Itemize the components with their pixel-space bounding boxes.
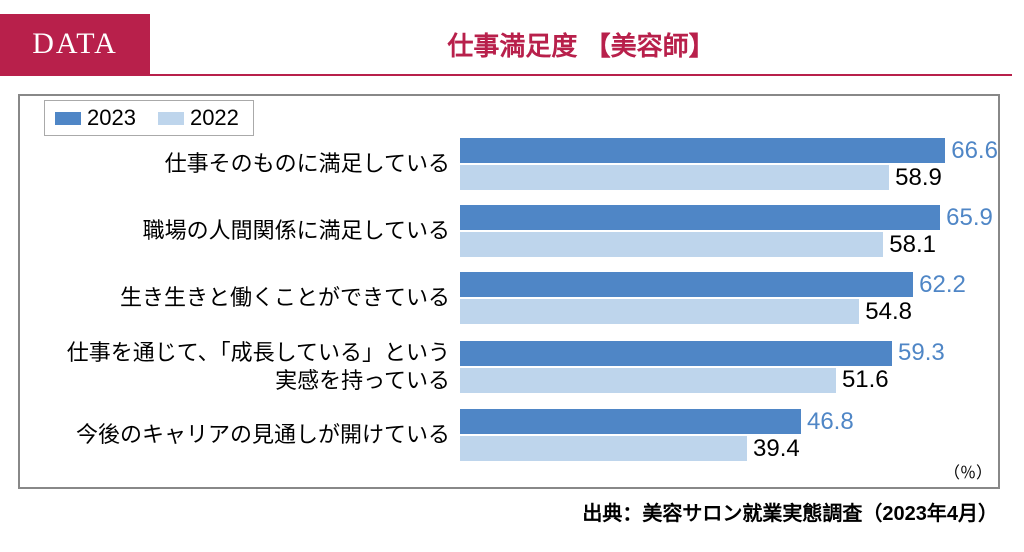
bar-value: 54.8 <box>865 298 912 326</box>
legend-swatch <box>55 112 81 125</box>
bar-track: 59.3 <box>460 341 998 366</box>
bar <box>460 341 892 366</box>
chart-row: 今後のキャリアの見通しが開けている46.839.4 <box>20 409 998 461</box>
bar <box>460 138 945 163</box>
bar-value: 66.6 <box>951 137 998 165</box>
category-label: 生き生きと働くことができている <box>20 284 460 312</box>
chart-row: 生き生きと働くことができている62.254.8 <box>20 272 998 324</box>
header: DATA 仕事満足度 【美容師】 <box>0 14 1012 76</box>
bar-track: 58.1 <box>460 232 998 257</box>
bars-group: 46.839.4 <box>460 409 998 461</box>
bar-value: 46.8 <box>807 408 854 436</box>
bar <box>460 272 913 297</box>
bar-track: 58.9 <box>460 165 998 190</box>
bar-value: 65.9 <box>946 204 993 232</box>
chart-row: 仕事を通じて、「成長している」という実感を持っている 59.3 51.6 <box>20 339 998 394</box>
bar-track: 46.8 <box>460 409 998 434</box>
bar <box>460 409 801 434</box>
bar-value: 58.9 <box>895 164 942 192</box>
category-label: 今後のキャリアの見通しが開けている <box>20 421 460 449</box>
category-label: 仕事を通じて、「成長している」という実感を持っている <box>20 339 460 394</box>
chart-row: 職場の人間関係に満足している 65.9 58.1 <box>20 205 998 257</box>
bar-track: 39.4 <box>460 436 998 461</box>
bar-track: 54.8 <box>460 299 998 324</box>
legend: 2023 2022 <box>44 100 254 136</box>
bar-track: 66.6 <box>460 138 998 163</box>
category-label: 職場の人間関係に満足している <box>20 217 460 245</box>
chart-frame: 2023 2022 仕事そのものに満足している 66.6 58.9 職場の人間関係に満足… <box>18 94 1000 489</box>
bar-value: 51.6 <box>842 366 889 394</box>
bar <box>460 299 859 324</box>
bar-track: 51.6 <box>460 368 998 393</box>
source-text: 出典：美容サロン就業実態調査（2023年4月） <box>0 489 1024 526</box>
chart-row: 仕事そのものに満足している 66.6 58.9 <box>20 138 998 190</box>
legend-label: 2022 <box>190 105 239 131</box>
bars-group: 59.3 51.6 <box>460 341 998 393</box>
unit-label: （％） <box>944 459 992 483</box>
legend-swatch <box>158 112 184 125</box>
bar-track: 65.9 <box>460 205 998 230</box>
legend-label: 2023 <box>87 105 136 131</box>
bar <box>460 436 747 461</box>
data-badge: DATA <box>0 14 150 74</box>
bar <box>460 368 836 393</box>
legend-item: 2022 <box>158 105 239 131</box>
bars-group: 66.6 58.9 <box>460 138 998 190</box>
bar <box>460 165 889 190</box>
chart-title: 仕事満足度 【美容師】 <box>150 14 1012 74</box>
bar-value: 59.3 <box>898 339 945 367</box>
bars-group: 62.254.8 <box>460 272 998 324</box>
bar-value: 39.4 <box>753 435 800 463</box>
bar-value: 58.1 <box>889 231 936 259</box>
bar-track: 62.2 <box>460 272 998 297</box>
bar <box>460 205 940 230</box>
legend-item: 2023 <box>55 105 136 131</box>
bars-group: 65.9 58.1 <box>460 205 998 257</box>
bar-value: 62.2 <box>919 271 966 299</box>
category-label: 仕事そのものに満足している <box>20 150 460 178</box>
chart-rows: 仕事そのものに満足している 66.6 58.9 職場の人間関係に満足している 65.9 5… <box>20 96 998 461</box>
bar <box>460 232 883 257</box>
